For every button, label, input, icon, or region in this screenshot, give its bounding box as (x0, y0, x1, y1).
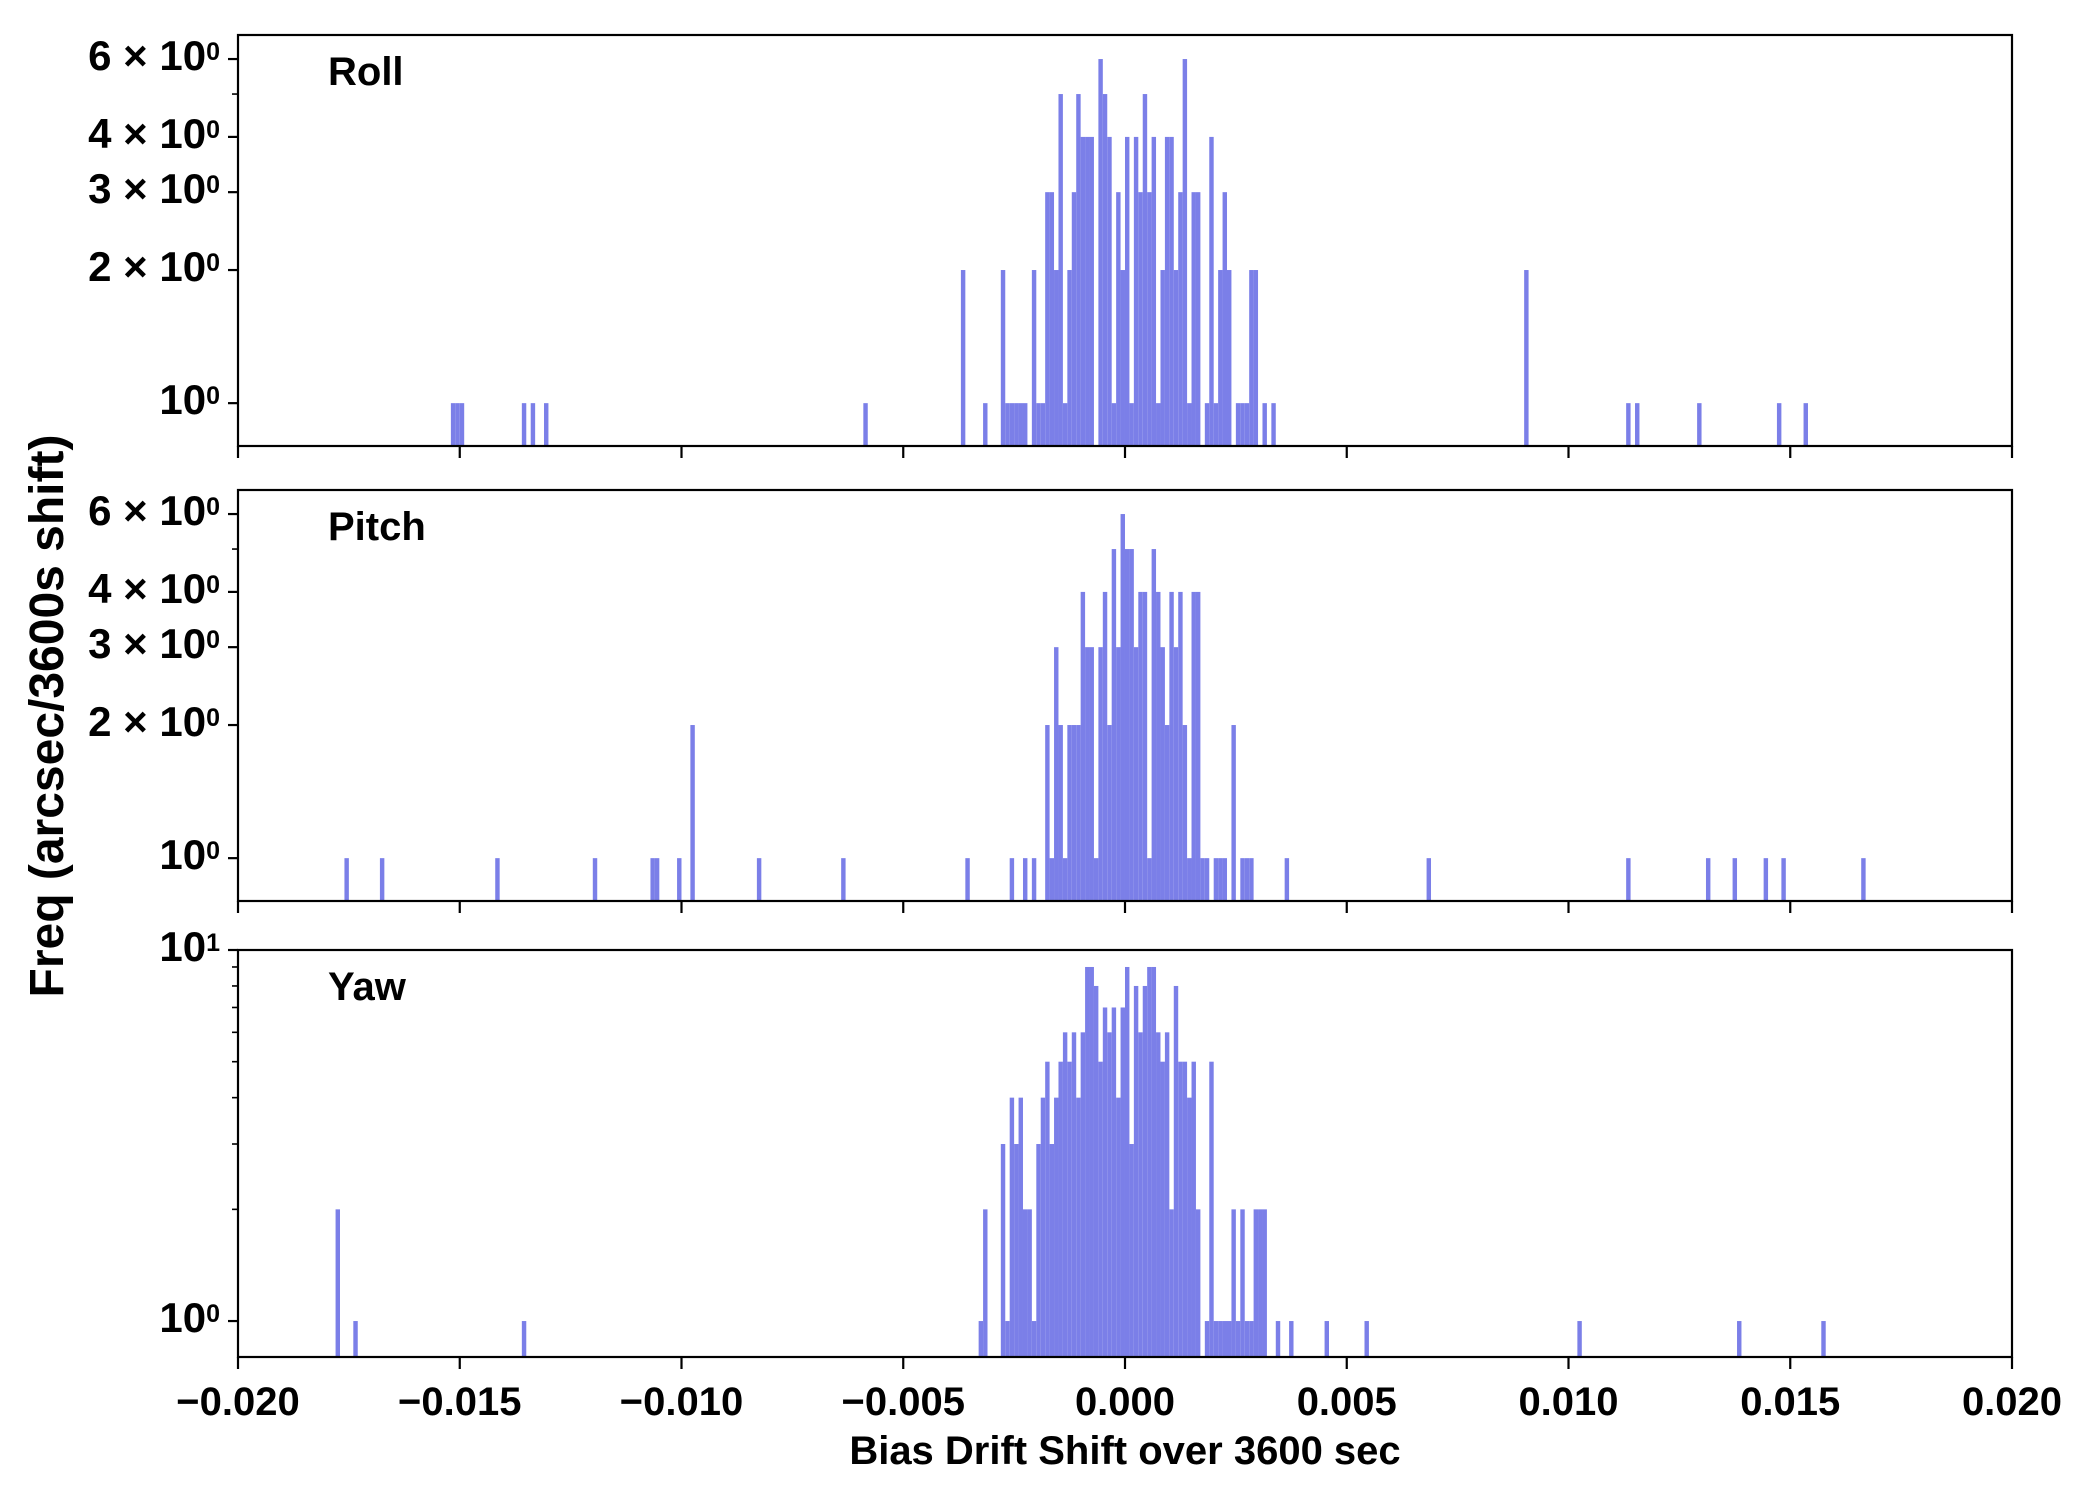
svg-text:0.015: 0.015 (1740, 1380, 1840, 1424)
svg-text:−0.005: −0.005 (842, 1380, 965, 1424)
svg-text:6 × 100: 6 × 100 (88, 32, 220, 79)
svg-text:4 × 100: 4 × 100 (88, 110, 220, 157)
svg-text:4 × 100: 4 × 100 (88, 565, 220, 612)
svg-text:−0.015: −0.015 (398, 1380, 521, 1424)
svg-text:Bias Drift Shift over 3600 sec: Bias Drift Shift over 3600 sec (849, 1429, 1400, 1473)
svg-text:0.005: 0.005 (1297, 1380, 1397, 1424)
svg-text:0.000: 0.000 (1075, 1380, 1175, 1424)
svg-text:2 × 100: 2 × 100 (88, 698, 220, 745)
svg-text:Pitch: Pitch (328, 505, 426, 549)
svg-text:Freq (arcsec/3600s shift): Freq (arcsec/3600s shift) (21, 435, 74, 998)
svg-text:6 × 100: 6 × 100 (88, 487, 220, 534)
svg-text:−0.010: −0.010 (620, 1380, 743, 1424)
svg-text:Yaw: Yaw (328, 965, 407, 1009)
svg-text:−0.020: −0.020 (176, 1380, 299, 1424)
svg-text:3 × 100: 3 × 100 (88, 620, 220, 667)
svg-text:3 × 100: 3 × 100 (88, 165, 220, 212)
svg-text:2 × 100: 2 × 100 (88, 243, 220, 290)
svg-text:0.020: 0.020 (1962, 1380, 2062, 1424)
svg-text:0.010: 0.010 (1518, 1380, 1618, 1424)
svg-text:Roll: Roll (328, 50, 404, 94)
